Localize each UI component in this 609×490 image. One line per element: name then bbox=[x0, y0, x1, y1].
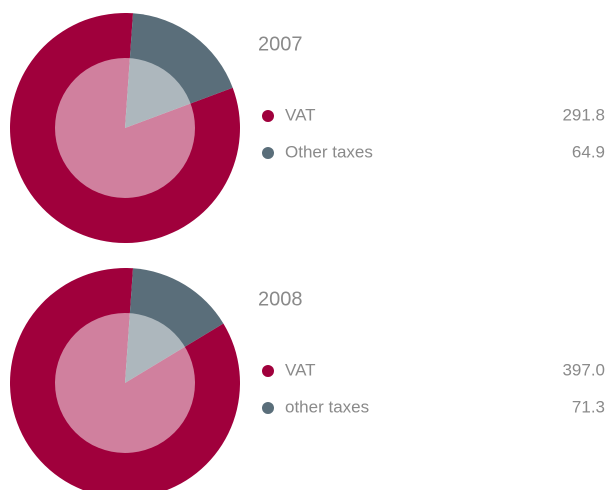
inner-highlight bbox=[55, 58, 195, 198]
chart-title: 2008 bbox=[258, 288, 303, 310]
value-label: 291.8 bbox=[562, 105, 605, 124]
value-label: 397.0 bbox=[562, 360, 605, 379]
legend-marker bbox=[262, 402, 274, 414]
legend-label: VAT bbox=[285, 360, 316, 379]
chart-title: 2007 bbox=[258, 33, 303, 55]
legend-marker bbox=[262, 147, 274, 159]
legend-label: Other taxes bbox=[285, 142, 373, 161]
legend-label: VAT bbox=[285, 105, 316, 124]
value-label: 71.3 bbox=[572, 397, 605, 416]
legend-marker bbox=[262, 365, 274, 377]
inner-highlight bbox=[55, 313, 195, 453]
legend-label: other taxes bbox=[285, 397, 369, 416]
legend-marker bbox=[262, 110, 274, 122]
value-label: 64.9 bbox=[572, 142, 605, 161]
